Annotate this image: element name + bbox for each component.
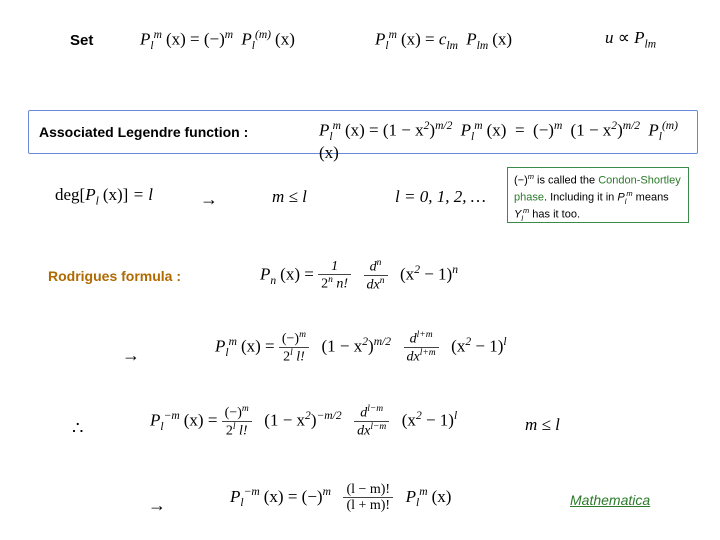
condon-shortley-note: (−)m is called the Condon-Shortley phase… [507, 167, 689, 223]
eq-pl-negm-expanded: Pl−m(x) = (−)m2l l! (1 − x2)−m/2 dl−mdxl… [150, 404, 457, 439]
eq-m-leq-l: m ≤ l [272, 187, 307, 207]
eq-set-a: Plm(x) = (−)m Pl(m)(x) [140, 28, 295, 52]
eq-rodrigues: Pn(x) = 12n n! dndxn (x2 − 1)n [260, 258, 458, 293]
eq-plm-expanded: Plm(x) = (−)m2l l! (1 − x2)m/2 dl+mdxl+m… [215, 330, 507, 365]
eq-set-c: u ∝ Plm [605, 28, 656, 50]
eq-degree: deg[Pl(x)] = l [55, 185, 153, 207]
associated-legendre-box: Associated Legendre function : Plm(x) = … [28, 110, 698, 154]
eq-associated: Plm(x) = (1 − x2)m/2 Plm(x) = (−)m (1 − … [319, 119, 697, 163]
associated-label: Associated Legendre function : [39, 124, 248, 140]
eq-set-b: Plm(x) = clm Plm(x) [375, 28, 512, 52]
rodrigues-label: Rodrigues formula : [48, 268, 181, 284]
arrow-icon: → [200, 189, 218, 210]
row-set: Set Plm(x) = (−)m Pl(m)(x) Plm(x) = clm … [0, 28, 720, 58]
eq-l-values: l = 0, 1, 2, … [395, 187, 486, 207]
mathematica-link[interactable]: Mathematica [570, 492, 650, 508]
arrow-icon: → [148, 495, 166, 516]
arrow-icon: → [122, 345, 140, 366]
eq-m-leq-l-2: m ≤ l [525, 415, 560, 435]
set-label: Set [70, 32, 93, 49]
therefore-symbol: ∴ [72, 418, 83, 439]
eq-pl-negm-relation: Pl−m(x) = (−)m (l − m)!(l + m)! Plm(x) [230, 482, 451, 514]
